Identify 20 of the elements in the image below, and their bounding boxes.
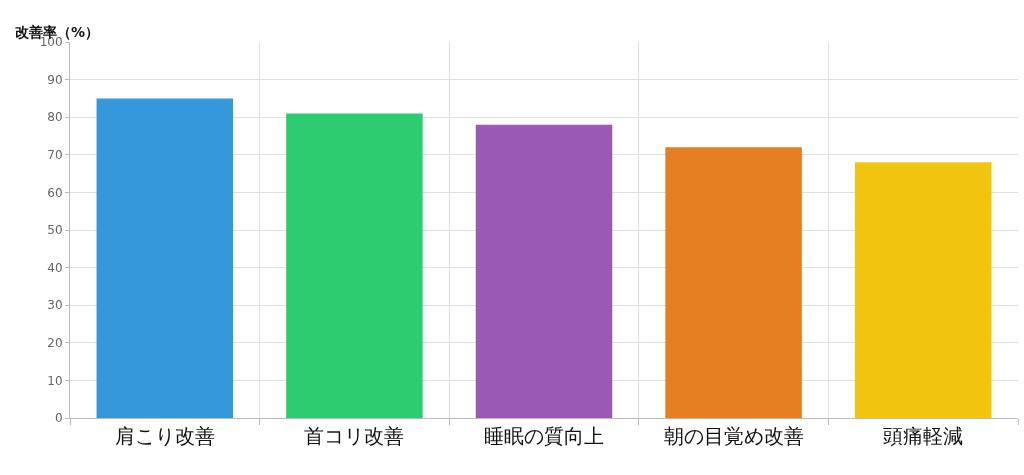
x-tick-label: 睡眠の質向上 (484, 424, 604, 448)
bar (475, 124, 613, 418)
bar (286, 113, 423, 418)
x-tick-label: 朝の目覚め改善 (663, 424, 804, 448)
y-tick-label: 50 (47, 223, 63, 238)
x-tick-label: 肩こり改善 (114, 424, 215, 448)
y-tick-label: 10 (47, 373, 63, 388)
y-tick-label: 0 (54, 411, 63, 426)
bar (665, 147, 802, 418)
bar (96, 98, 234, 418)
y-tick-label: 30 (47, 298, 63, 313)
y-tick-label: 40 (47, 260, 63, 275)
y-tick-label: 60 (47, 185, 63, 200)
x-tick-label: 頭痛軽減 (883, 424, 964, 448)
y-tick-label: 90 (47, 72, 63, 87)
x-tick-label: 首コリ改善 (304, 424, 405, 448)
y-tick-label: 70 (47, 148, 63, 162)
y-tick-label: 20 (47, 336, 63, 350)
y-tick-label: 80 (47, 110, 63, 125)
bar (854, 162, 992, 418)
